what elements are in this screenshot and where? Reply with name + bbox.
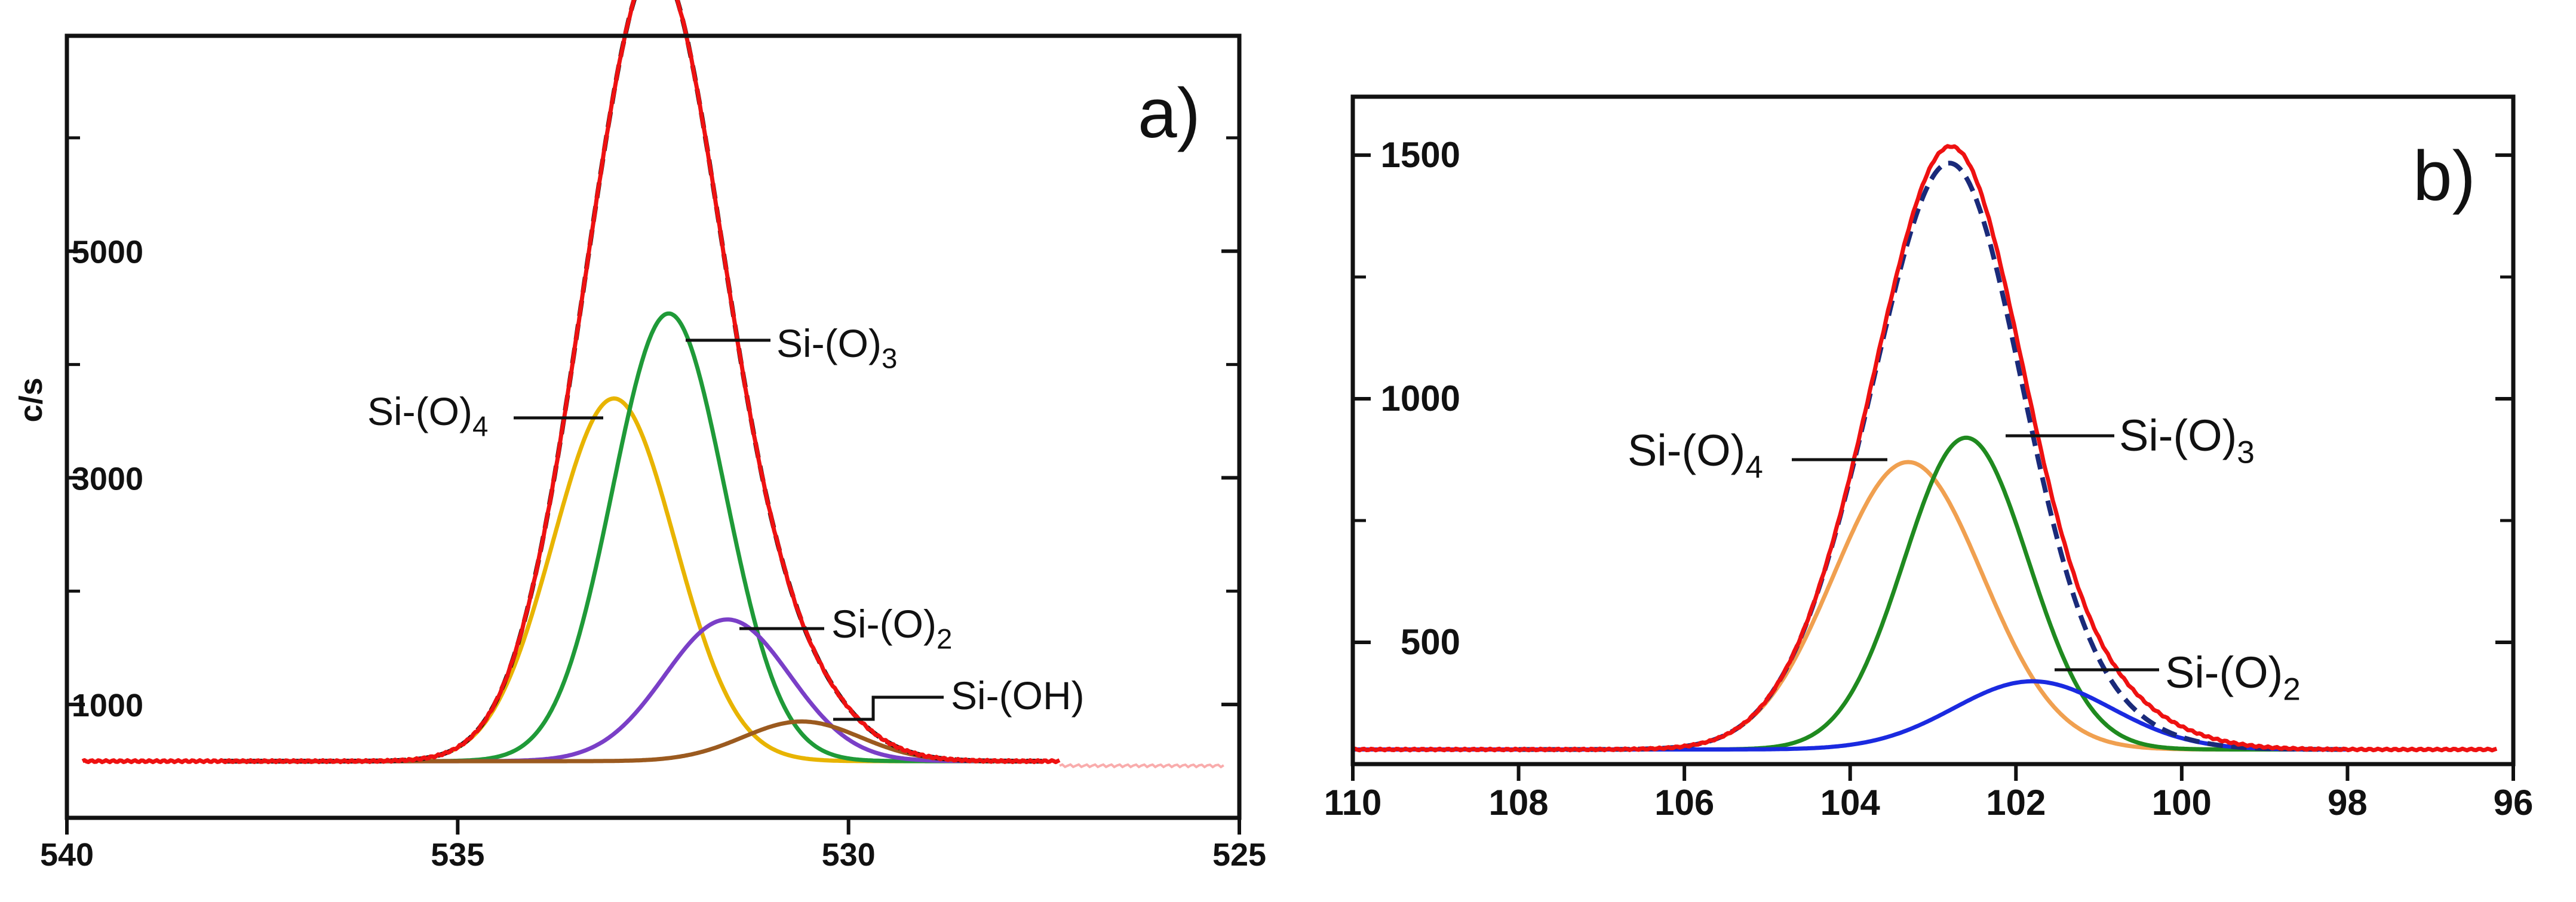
y-tick-label: 3000 (72, 461, 143, 497)
series-line-si-o-3 (223, 311, 1045, 764)
x-tick-label: 100 (2152, 783, 2212, 823)
annotation-leader (833, 695, 944, 721)
x-tick-label: 535 (431, 837, 484, 873)
y-tick-label: 1000 (72, 688, 143, 724)
x-tick-label: 98 (2328, 783, 2368, 823)
x-tick-label: 110 (1324, 783, 1382, 823)
annotation-si-o-4: Si-(O)4 (1628, 426, 1763, 485)
series-line-si-o-4 (1518, 460, 2348, 752)
series-line-envelope (222, 0, 1045, 764)
annotation-si-o-3: Si-(O)3 (776, 321, 897, 374)
series-line-measured (1352, 144, 2498, 753)
x-tick-label: 108 (1489, 783, 1549, 823)
series-line-measured-tail (1059, 763, 1224, 769)
chart-panel-b: 110 108 106 104 102 100 98 96 500 1000 1500 b) Si-(O… (1324, 94, 2534, 823)
y-tick-label: 500 (1401, 622, 1460, 662)
series-line-envelope (1518, 161, 2348, 752)
y-tick-label: 1000 (1381, 378, 1460, 418)
chart-panel-a: 540 535 530 525 1000 3000 5000 c/s a) Si-(O)3 Si-(… (13, 0, 1266, 873)
plot-frame (1350, 94, 2516, 766)
series-line-si-o-4 (223, 396, 1045, 764)
annotation-si-oh: Si-(OH) (951, 673, 1085, 718)
series-line-measured (81, 0, 1061, 765)
plot-frame (65, 33, 1242, 820)
y-tick-label: 1500 (1381, 135, 1460, 175)
x-tick-label: 102 (1986, 783, 2046, 823)
y-axis-label: c/s (13, 377, 49, 422)
x-tick-label: 104 (1820, 783, 1881, 823)
annotation-si-o-3: Si-(O)3 (2119, 411, 2255, 470)
x-tick-label: 96 (2494, 783, 2534, 823)
series-line-si-o-3 (1518, 435, 2348, 752)
annotation-si-o-4: Si-(O)4 (367, 389, 488, 442)
annotation-si-o-2: Si-(O)2 (831, 602, 952, 655)
panel-label: b) (2413, 137, 2476, 216)
panel-label: a) (1138, 74, 1201, 153)
y-tick-label: 5000 (72, 235, 143, 270)
x-tick-label: 525 (1212, 837, 1266, 873)
annotation-si-o-2: Si-(O)2 (2165, 648, 2301, 707)
x-tick-label: 540 (40, 837, 94, 873)
x-tick-label: 530 (822, 837, 876, 873)
x-tick-label: 106 (1654, 783, 1714, 823)
